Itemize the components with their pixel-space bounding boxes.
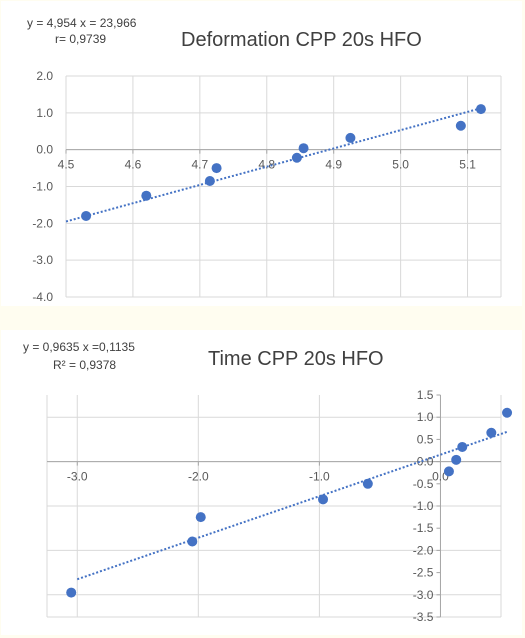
chart-title: Time CPP 20s HFO [208, 348, 384, 370]
data-point [318, 494, 329, 505]
y-tick-label: -2.0 [32, 216, 53, 230]
y-tick-label: -3.5 [413, 610, 434, 624]
x-tick-label: -2.0 [188, 470, 209, 484]
x-tick-label: 4.5 [58, 158, 75, 172]
y-tick-label: 0.5 [417, 432, 434, 446]
data-point [211, 163, 222, 174]
x-tick-label: 4.9 [325, 158, 342, 172]
x-tick-label: 4.7 [192, 158, 209, 172]
data-point [443, 466, 454, 477]
r-squared-value: R² = 0,9378 [53, 358, 117, 372]
data-point [455, 120, 466, 131]
y-tick-label: -0.5 [413, 477, 434, 491]
y-tick-label: -3.0 [413, 588, 434, 602]
data-point [187, 536, 198, 547]
y-tick-label: -2.0 [413, 543, 434, 557]
y-tick-label: 0.0 [36, 143, 53, 157]
data-point [475, 104, 486, 115]
data-point [362, 478, 373, 489]
data-point [141, 190, 152, 201]
time-chart-panel: y = 0,9635 x =0,1135 R² = 0,9378 Time CP… [1, 330, 522, 635]
y-tick-label: 2.0 [36, 69, 53, 83]
regression-equation: y = 0,9635 x =0,1135 [23, 340, 135, 354]
y-tick-label: -4.0 [32, 290, 53, 304]
y-tick-label: -3.0 [32, 253, 53, 267]
data-point [298, 143, 309, 154]
correlation-value: r= 0,9739 [55, 32, 107, 46]
x-tick-label: 5.1 [459, 158, 476, 172]
data-point [451, 454, 462, 465]
trendline [65, 106, 485, 223]
x-tick-label: -1.0 [309, 470, 330, 484]
chart-title: Deformation CPP 20s HFO [181, 29, 422, 51]
time-scatter-plot: 1.51.00.50.0-0.5-1.0-1.5-2.0-2.5-3.0-3.5… [46, 388, 513, 624]
data-point [345, 132, 356, 143]
data-point [81, 210, 92, 221]
deformation-scatter-plot: 4.5 4.6 4.7 4.8 4.9 5.0 5.1 2.0 1.0 0.0 -1.0 -2.0 -3… [32, 69, 502, 304]
x-tick-label: 5.0 [392, 158, 409, 172]
data-point [291, 152, 302, 163]
y-tick-label: 1.5 [417, 388, 434, 402]
data-point [66, 587, 77, 598]
data-point [486, 427, 497, 438]
y-tick-label: -1.0 [32, 180, 53, 194]
deformation-chart-panel: y = 4,954 x = 23,966 r= 0,9739 Deformati… [1, 1, 522, 306]
y-tick-label: -2.5 [413, 566, 434, 580]
y-tick-label: 1.0 [36, 106, 53, 120]
y-tick-label: -1.5 [413, 521, 434, 535]
data-point [195, 512, 206, 523]
regression-equation: y = 4,954 x = 23,966 [27, 16, 137, 30]
x-tick-label: -3.0 [67, 470, 88, 484]
data-point [204, 175, 215, 186]
y-tick-label: 1.0 [417, 410, 434, 424]
data-point [502, 407, 513, 418]
data-point [457, 441, 468, 452]
y-tick-label: -1.0 [413, 499, 434, 513]
x-tick-label: 4.8 [258, 158, 275, 172]
x-tick-label: 4.6 [125, 158, 142, 172]
